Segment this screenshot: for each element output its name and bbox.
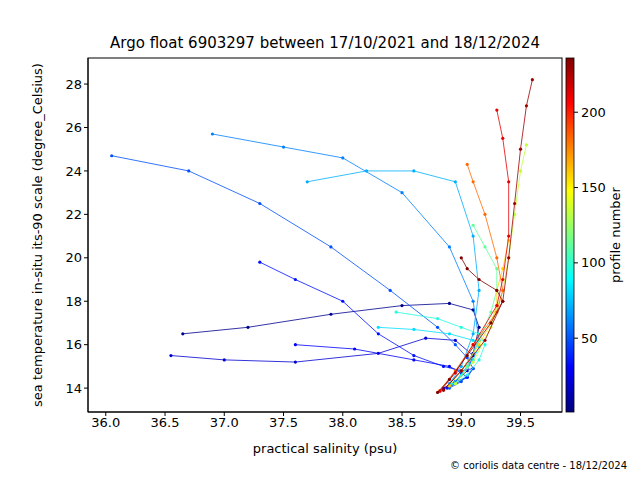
svg-text:practical salinity (psu): practical salinity (psu) bbox=[253, 441, 397, 456]
svg-text:14: 14 bbox=[65, 381, 82, 396]
svg-text:37.0: 37.0 bbox=[210, 415, 239, 430]
svg-text:38.5: 38.5 bbox=[388, 415, 417, 430]
svg-text:100: 100 bbox=[581, 255, 606, 270]
svg-text:22: 22 bbox=[65, 207, 82, 222]
svg-text:39.0: 39.0 bbox=[447, 415, 476, 430]
svg-text:36.5: 36.5 bbox=[151, 415, 180, 430]
svg-text:profile number: profile number bbox=[608, 186, 623, 283]
svg-text:© coriolis data centre - 18/12: © coriolis data centre - 18/12/2024 bbox=[450, 460, 627, 471]
svg-text:36.0: 36.0 bbox=[91, 415, 120, 430]
svg-text:50: 50 bbox=[581, 331, 598, 346]
svg-text:150: 150 bbox=[581, 180, 606, 195]
svg-text:24: 24 bbox=[65, 164, 82, 179]
svg-text:37.5: 37.5 bbox=[269, 415, 298, 430]
svg-text:Argo float 6903297 between 17/: Argo float 6903297 between 17/10/2021 an… bbox=[110, 34, 540, 52]
svg-text:28: 28 bbox=[65, 77, 82, 92]
svg-text:39.5: 39.5 bbox=[506, 415, 535, 430]
svg-text:sea temperature in-situ its-90: sea temperature in-situ its-90 scale (de… bbox=[30, 63, 45, 407]
svg-text:20: 20 bbox=[65, 250, 82, 265]
svg-text:16: 16 bbox=[65, 337, 82, 352]
svg-text:26: 26 bbox=[65, 120, 82, 135]
svg-text:18: 18 bbox=[65, 294, 82, 309]
svg-text:38.0: 38.0 bbox=[328, 415, 357, 430]
svg-text:200: 200 bbox=[581, 105, 606, 120]
